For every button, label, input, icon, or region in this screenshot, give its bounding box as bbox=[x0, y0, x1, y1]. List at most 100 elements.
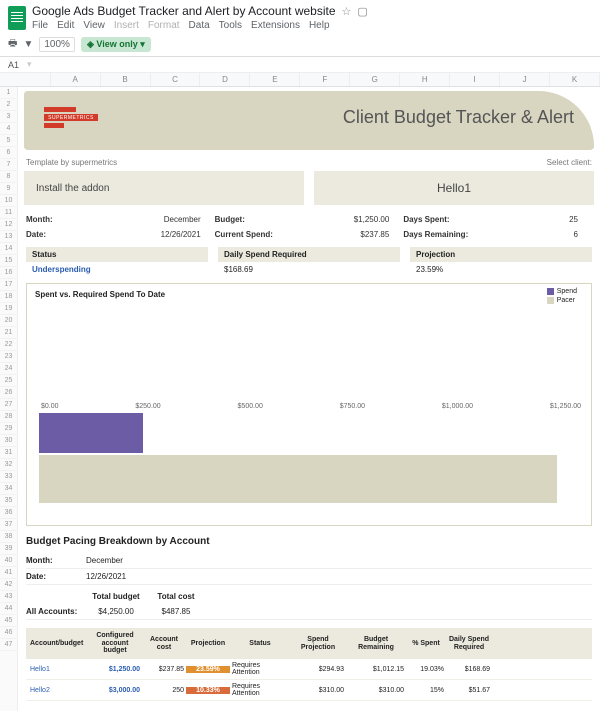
days-rem-label: Days Remaining: bbox=[403, 230, 497, 239]
xtick: $1,000.00 bbox=[442, 403, 473, 410]
col-k[interactable]: K bbox=[550, 73, 600, 86]
total-cost-l: Total cost bbox=[146, 592, 206, 601]
chart-legend: Spend Pacer bbox=[547, 288, 577, 306]
select-client-label: Select client: bbox=[547, 158, 592, 167]
menu-view[interactable]: View bbox=[83, 20, 105, 31]
acct-link[interactable]: Hello2 bbox=[28, 687, 88, 694]
budget-label: Budget: bbox=[215, 215, 309, 224]
cell: $51.67 bbox=[446, 687, 492, 694]
date-label: Date: bbox=[26, 230, 120, 239]
name-box[interactable]: A1 bbox=[8, 60, 19, 70]
legend-pacer: Pacer bbox=[557, 297, 575, 304]
col-h[interactable]: H bbox=[400, 73, 450, 86]
install-addon-button[interactable]: Install the addon bbox=[24, 171, 304, 205]
col-d[interactable]: D bbox=[200, 73, 250, 86]
supermetrics-logo: SUPERMETRICS bbox=[44, 107, 98, 128]
col-i[interactable]: I bbox=[450, 73, 500, 86]
cell: Requires Attention bbox=[230, 662, 290, 676]
move-icon[interactable]: ▢ bbox=[357, 5, 367, 18]
template-byline: Template by supermetrics bbox=[26, 158, 117, 167]
cell: 250 bbox=[142, 687, 186, 694]
menu-bar: File Edit View Insert Format Data Tools … bbox=[32, 20, 368, 31]
name-box-row: A1▾ bbox=[0, 57, 600, 73]
sheets-icon bbox=[8, 6, 26, 30]
star-icon[interactable]: ☆ bbox=[342, 5, 352, 18]
view-only-badge[interactable]: ◈ View only ▾ bbox=[81, 37, 151, 52]
menu-tools[interactable]: Tools bbox=[219, 20, 242, 31]
table-row: Hello2$3,000.0025010.33%Requires Attenti… bbox=[26, 680, 592, 701]
th: Account cost bbox=[142, 636, 186, 651]
bd-month-v: December bbox=[86, 556, 146, 565]
col-b[interactable]: B bbox=[101, 73, 151, 86]
projection-head: Projection bbox=[410, 247, 592, 262]
th: Configured account budget bbox=[88, 632, 142, 655]
xtick: $1,250.00 bbox=[550, 403, 581, 410]
sheet-canvas[interactable]: SUPERMETRICS Client Budget Tracker & Ale… bbox=[18, 87, 600, 711]
status-row: Status Underspending Daily Spend Require… bbox=[26, 247, 592, 277]
xtick: $250.00 bbox=[135, 403, 160, 410]
row-headers: 1234567891011121314151617181920212223242… bbox=[0, 87, 18, 711]
menu-format: Format bbox=[148, 20, 180, 31]
projection-value: 23.59% bbox=[410, 262, 592, 277]
cell: $237.85 bbox=[142, 666, 186, 673]
acct-link[interactable]: Hello1 bbox=[28, 666, 88, 673]
header-banner: SUPERMETRICS Client Budget Tracker & Ale… bbox=[24, 91, 594, 150]
cell: $3,000.00 bbox=[88, 687, 142, 694]
th: Projection bbox=[186, 640, 230, 648]
th: % Spent bbox=[406, 640, 446, 648]
col-c[interactable]: C bbox=[151, 73, 201, 86]
accounts-table: Account/budget Configured account budget… bbox=[26, 628, 592, 701]
cell: $1,012.15 bbox=[346, 666, 406, 673]
breakdown-meta: Month:December Date:12/26/2021 Total bud… bbox=[26, 553, 592, 620]
th: Spend Projection bbox=[290, 636, 346, 651]
chart-container: Spent vs. Required Spend To Date Spend P… bbox=[26, 283, 592, 526]
filter-icon[interactable]: ▼ bbox=[23, 39, 33, 50]
date-value: 12/26/2021 bbox=[120, 230, 214, 239]
doc-title[interactable]: Google Ads Budget Tracker and Alert by A… bbox=[32, 4, 336, 18]
th: Budget Remaining bbox=[346, 636, 406, 651]
cell: 19.03% bbox=[406, 666, 446, 673]
col-a[interactable]: A bbox=[51, 73, 101, 86]
print-icon[interactable]: 🖶 bbox=[8, 36, 17, 53]
xtick: $750.00 bbox=[340, 403, 365, 410]
spend-bar bbox=[39, 413, 143, 453]
col-e[interactable]: E bbox=[250, 73, 300, 86]
menu-file[interactable]: File bbox=[32, 20, 48, 31]
legend-spend: Spend bbox=[557, 288, 577, 295]
table-header: Account/budget Configured account budget… bbox=[26, 628, 592, 659]
menu-edit[interactable]: Edit bbox=[57, 20, 74, 31]
bd-date-v: 12/26/2021 bbox=[86, 572, 146, 581]
cell: $310.00 bbox=[290, 687, 346, 694]
cell: $310.00 bbox=[346, 687, 406, 694]
status-value: Underspending bbox=[26, 262, 208, 277]
install-label: Install the addon bbox=[36, 183, 109, 194]
days-spent-value: 25 bbox=[498, 215, 592, 224]
chart-title: Spent vs. Required Spend To Date bbox=[35, 290, 583, 299]
cell: 15% bbox=[406, 687, 446, 694]
cell: $294.93 bbox=[290, 666, 346, 673]
menu-extensions[interactable]: Extensions bbox=[251, 20, 300, 31]
bd-date-l: Date: bbox=[26, 572, 86, 581]
bd-month-l: Month: bbox=[26, 556, 86, 565]
menu-data[interactable]: Data bbox=[189, 20, 210, 31]
summary-grid: Month: December Budget: $1,250.00 Days S… bbox=[26, 215, 592, 239]
daily-spend-value: $168.69 bbox=[218, 262, 400, 277]
cell: $1,250.00 bbox=[88, 666, 142, 673]
column-headers: A B C D E F G H I J K bbox=[0, 73, 600, 87]
cell: Requires Attention bbox=[230, 683, 290, 697]
col-g[interactable]: G bbox=[350, 73, 400, 86]
th: Status bbox=[230, 640, 290, 648]
proj-cell: 23.59% bbox=[186, 666, 230, 673]
days-rem-value: 6 bbox=[498, 230, 592, 239]
menu-help[interactable]: Help bbox=[309, 20, 330, 31]
menu-insert: Insert bbox=[114, 20, 139, 31]
x-axis: $0.00 $250.00 $500.00 $750.00 $1,000.00 … bbox=[39, 403, 583, 410]
col-j[interactable]: J bbox=[500, 73, 550, 86]
zoom-select[interactable]: 100% bbox=[39, 37, 75, 52]
col-f[interactable]: F bbox=[300, 73, 350, 86]
cspend-value: $237.85 bbox=[309, 230, 403, 239]
month-label: Month: bbox=[26, 215, 120, 224]
table-row: Hello1$1,250.00$237.8523.59%Requires Att… bbox=[26, 659, 592, 680]
client-select[interactable]: Hello1 bbox=[314, 171, 594, 205]
view-only-label: View only bbox=[96, 39, 137, 49]
